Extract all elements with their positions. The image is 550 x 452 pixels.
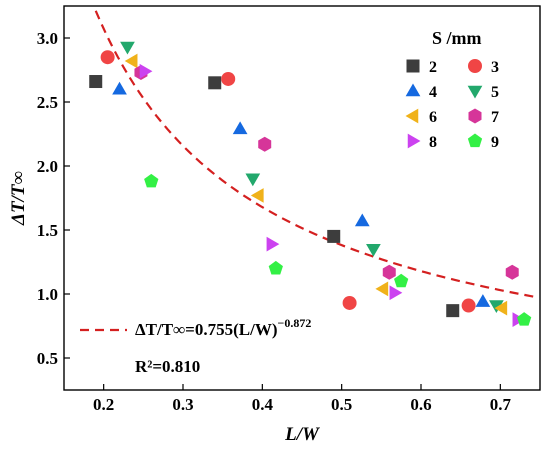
data-point-s9 <box>394 273 409 288</box>
legend-label: 8 <box>429 134 437 151</box>
data-point-s4 <box>354 213 370 227</box>
y-axis-label: ΔT/T∞ <box>8 171 29 226</box>
legend-marker-s6 <box>405 108 419 124</box>
fit-equation: ΔT/T∞=0.755(L/W)−0.872 <box>135 316 311 339</box>
data-point-s6 <box>250 188 264 203</box>
fit-legend: ΔT/T∞=0.755(L/W)−0.872 R²=0.810 <box>80 316 311 376</box>
legend-marker-s4 <box>405 83 421 97</box>
legend-marker-s7 <box>468 108 482 124</box>
fit-equation-text: ΔT/T∞=0.755(L/W) <box>135 320 278 339</box>
y-axis-ticks: 0.5 1.0 1.5 2.0 2.5 3.0 <box>37 29 70 368</box>
data-point-s2 <box>208 76 222 90</box>
data-point-s4 <box>475 294 491 307</box>
legend-marker-s3 <box>468 59 482 73</box>
x-axis-ticks: 0.2 0.3 0.4 0.5 0.6 0.7 <box>93 384 511 414</box>
data-point-s6 <box>375 281 389 297</box>
data-point-s7 <box>505 264 519 280</box>
plot-frame <box>63 5 541 391</box>
data-point-s7 <box>258 136 272 152</box>
legend-label: 5 <box>491 84 499 101</box>
legend: S /mm 2 3 4 5 6 7 8 9 <box>405 28 499 151</box>
data-point-s8 <box>266 236 280 252</box>
data-point-s5 <box>245 173 261 187</box>
legend-label: 3 <box>491 59 499 76</box>
data-point-s2 <box>327 229 341 243</box>
fit-equation-exponent: −0.872 <box>278 316 312 330</box>
x-tick-label: 0.4 <box>252 395 274 414</box>
data-points <box>89 41 532 327</box>
y-tick-label: 1.5 <box>37 221 58 240</box>
x-tick-label: 0.5 <box>331 395 352 414</box>
legend-label: 6 <box>429 109 437 126</box>
x-axis-label: L/W <box>284 424 320 445</box>
fit-r2: R²=0.810 <box>135 357 200 376</box>
data-point-s9 <box>517 312 532 326</box>
legend-label: 2 <box>429 59 437 76</box>
legend-label: 9 <box>491 134 499 151</box>
x-tick-label: 0.3 <box>172 395 193 414</box>
data-point-s6 <box>494 300 508 316</box>
legend-label: 7 <box>491 109 499 126</box>
x-tick-label: 0.2 <box>93 395 114 414</box>
fit-curve <box>94 10 537 299</box>
legend-marker-s8 <box>407 133 421 149</box>
legend-marker-s5 <box>467 85 483 99</box>
legend-title: S /mm <box>432 28 482 48</box>
data-point-s6 <box>124 53 138 69</box>
data-point-s2 <box>446 304 460 318</box>
data-point-s8 <box>139 63 153 79</box>
x-tick-label: 0.6 <box>410 395 431 414</box>
data-point-s2 <box>89 75 103 89</box>
data-point-s4 <box>112 81 127 95</box>
legend-marker-s9 <box>467 133 483 148</box>
y-tick-label: 3.0 <box>37 29 58 48</box>
y-tick-label: 0.5 <box>37 349 58 368</box>
data-point-s5 <box>489 300 504 314</box>
data-point-s4 <box>232 121 248 135</box>
y-tick-label: 2.5 <box>37 93 58 112</box>
y-tick-label: 2.0 <box>37 157 58 176</box>
data-point-s3 <box>342 295 357 310</box>
data-point-s3 <box>100 50 115 65</box>
data-point-s3 <box>461 298 476 313</box>
data-point-s5 <box>366 243 381 257</box>
data-point-s9 <box>268 260 283 275</box>
x-tick-label: 0.7 <box>490 395 512 414</box>
legend-label: 4 <box>429 84 437 101</box>
y-tick-label: 1.0 <box>37 285 58 304</box>
data-point-s7 <box>382 264 396 280</box>
data-point-s8 <box>389 285 403 301</box>
legend-marker-s2 <box>406 59 420 73</box>
data-point-s5 <box>120 41 135 55</box>
data-point-s3 <box>221 71 236 86</box>
data-point-s9 <box>144 173 159 188</box>
